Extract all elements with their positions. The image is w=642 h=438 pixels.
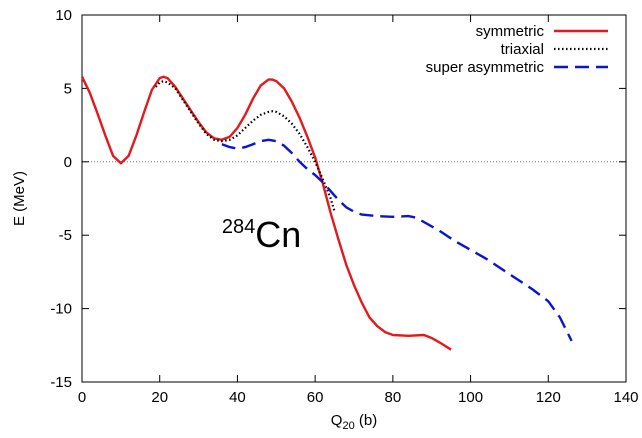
- legend-label: super asymmetric: [426, 59, 545, 76]
- x-tick-label: 20: [151, 389, 168, 406]
- series-line-triaxial: [154, 80, 336, 213]
- x-tick-label: 80: [385, 389, 402, 406]
- x-axis-title-main: Q: [331, 412, 343, 429]
- plot-frame: [81, 14, 627, 383]
- x-tick-label: 140: [613, 389, 638, 406]
- y-tick-label: -15: [50, 374, 72, 391]
- y-tick-label: 0: [64, 154, 72, 171]
- x-tick-label: 40: [229, 389, 246, 406]
- annotation-mass-number: 284: [222, 216, 255, 238]
- x-tick-label: 0: [78, 389, 86, 406]
- y-tick-label: -10: [50, 301, 72, 318]
- y-axis-title: E (MeV): [11, 171, 28, 226]
- series-line-super-asymmetric: [221, 138, 573, 342]
- nucleus-annotation: 284Cn: [222, 214, 301, 255]
- series-line-symmetric: [80, 75, 452, 351]
- annotation-element: Cn: [255, 214, 301, 255]
- x-tick-label: 60: [307, 389, 324, 406]
- x-axis-title-unit: (b): [355, 412, 378, 429]
- x-tick-label: 120: [536, 389, 561, 406]
- legend-label: triaxial: [501, 41, 544, 58]
- y-tick-label: -5: [59, 227, 72, 244]
- x-axis-title-subscript: 20: [342, 420, 354, 432]
- y-tick-label: 10: [55, 7, 72, 24]
- x-tick-label: 100: [458, 389, 483, 406]
- y-tick-label: 5: [64, 80, 72, 97]
- legend-label: symmetric: [476, 23, 545, 40]
- x-axis-title: Q20 (b): [331, 412, 377, 432]
